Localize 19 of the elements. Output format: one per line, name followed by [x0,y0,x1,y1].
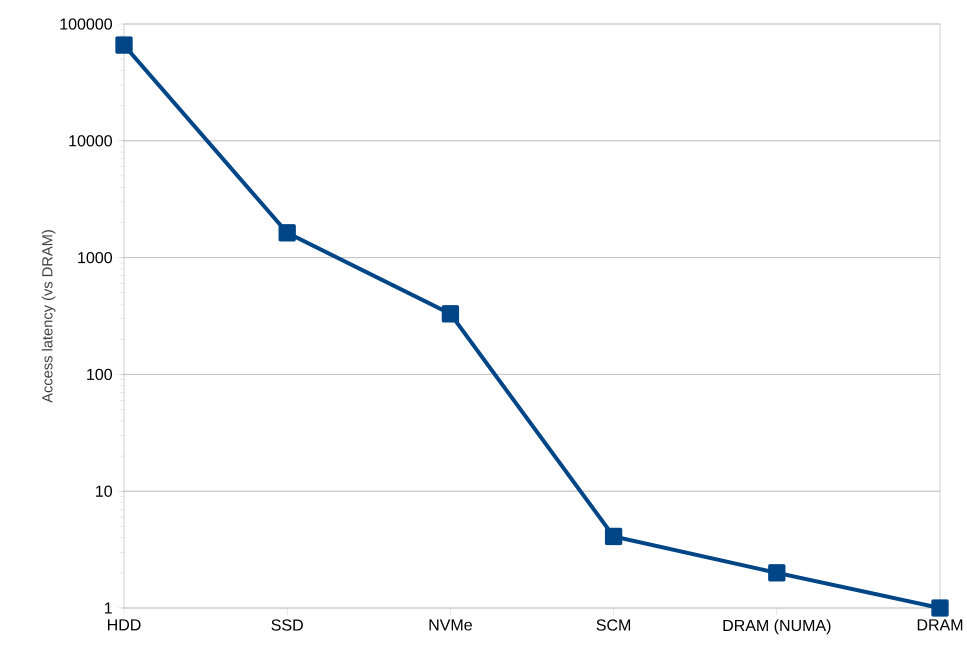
x-tick-label: SSD [271,619,303,631]
point [931,599,949,617]
point [442,305,460,323]
y-tick-label: 10 [96,486,112,497]
y-tick-label: 1 [104,602,112,614]
x-tick-label: SCM [596,619,630,631]
x-tick-label: DRAM (NUMA) [723,619,830,634]
y-axis-title: Access latency (vs DRAM) [42,230,56,403]
y-tick-label: 100 [87,368,112,380]
y-tick-label: 10000 [69,135,112,146]
point [115,36,133,54]
y-tick-label: 1000 [78,252,112,264]
x-tick-label: NVMe [429,619,472,631]
x-tick-label: HDD [108,619,141,630]
point [278,224,296,242]
point [768,564,786,582]
y-tick-label: 100000 [60,18,112,30]
point [604,528,622,546]
x-tick-label: DRAM [918,619,962,630]
